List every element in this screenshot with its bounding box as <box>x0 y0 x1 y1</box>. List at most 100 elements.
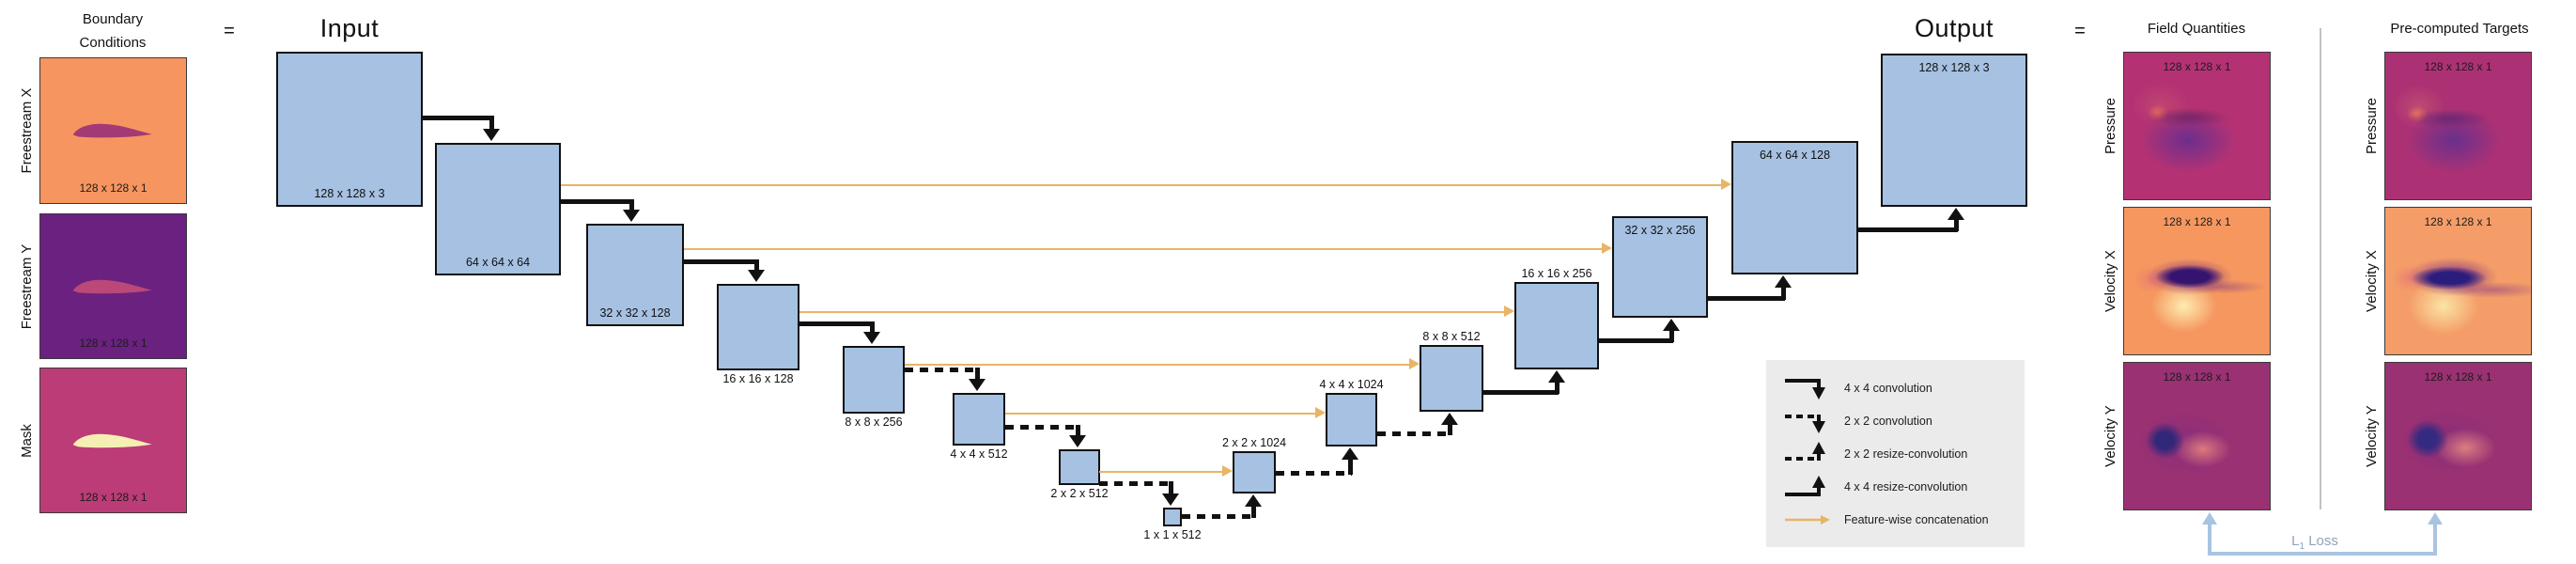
block-encoder-32x32x128: 32 x 32 x 128 <box>586 224 684 326</box>
block-encoder-64x64x64: 64 x 64 x 64 <box>435 143 561 275</box>
loss-arrow-left-head-icon <box>2202 512 2217 525</box>
freestream-y-image: 128 x 128 x 1 <box>39 213 187 359</box>
image-size-label: 128 x 128 x 1 <box>79 181 147 195</box>
block-size-label: 128 x 128 x 3 <box>314 187 385 200</box>
airfoil-shape-icon <box>72 279 152 294</box>
resize-conv-2x2-arrow-hseg <box>1377 431 1451 436</box>
target-velocity-y-image: 128 x 128 x 1 <box>2384 362 2532 510</box>
conv-2x2-arrow-hseg <box>1005 425 1079 430</box>
conv-4x4-arrow-hseg <box>799 321 874 326</box>
block-decoder-2x2x1024: 2 x 2 x 1024 <box>1222 436 1286 494</box>
block-size-label: 8 x 8 x 512 <box>1422 330 1481 343</box>
conv-2x2-arrow-hseg <box>1099 481 1172 486</box>
freestream-y-label: Freestream Y <box>19 243 35 330</box>
legend-label: 2 x 2 resize-convolution <box>1844 446 1968 461</box>
dashed-up-arrow-icon <box>1785 441 1825 461</box>
velocity-x-label: Velocity X <box>2103 250 2118 312</box>
block-size-label: 32 x 32 x 128 <box>599 306 671 320</box>
image-size-label: 128 x 128 x 1 <box>2424 60 2492 73</box>
block-size-label: 2 x 2 x 1024 <box>1221 436 1287 449</box>
conv-4x4-arrow-head-icon <box>748 270 765 282</box>
block-bottleneck-1x1x512: 1 x 1 x 512 <box>1143 508 1202 541</box>
resize-conv-4x4-arrow-vseg <box>1954 219 1959 231</box>
legend-box: 4 x 4 convolution 2 x 2 convolution 2 x … <box>1766 360 2025 547</box>
skip-connection-head-icon <box>1504 306 1514 317</box>
conv-4x4-arrow-vseg <box>629 199 634 211</box>
pressure-label: Pressure <box>2103 97 2118 155</box>
conv-2x2-arrow-head-icon <box>1069 435 1086 447</box>
target-pressure-image: 128 x 128 x 1 <box>2384 52 2532 200</box>
block-encoder-16x16x128: 16 x 16 x 128 <box>717 284 799 385</box>
resize-conv-4x4-arrow-vseg <box>1669 330 1674 342</box>
block-input-128x128x3: 128 x 128 x 3 <box>276 52 423 207</box>
resize-conv-4x4-arrow-hseg <box>1708 296 1785 301</box>
conv-4x4-arrow-vseg <box>754 259 759 271</box>
resize-conv-2x2-arrow-vseg <box>1448 424 1452 435</box>
legend-label: 2 x 2 convolution <box>1844 414 1932 428</box>
block-size-label: 1 x 1 x 512 <box>1143 528 1202 541</box>
image-size-label: 128 x 128 x 1 <box>79 337 147 350</box>
resize-conv-4x4-arrow-hseg <box>1858 227 1958 232</box>
skip-connection-head-icon <box>1315 407 1326 418</box>
field-velocity-y-image: 128 x 128 x 1 <box>2123 362 2271 510</box>
block-size-label: 16 x 16 x 256 <box>1521 267 1592 280</box>
legend-label: 4 x 4 resize-convolution <box>1844 479 1968 494</box>
image-size-label: 128 x 128 x 1 <box>2424 370 2492 384</box>
block-output-128x128x3: 128 x 128 x 3 <box>1881 54 2027 207</box>
airfoil-shape-icon <box>72 124 152 138</box>
block-size-label: 4 x 4 x 512 <box>950 447 1008 461</box>
conv-2x2-arrow-vseg <box>1076 425 1080 436</box>
legend-row: Feature-wise concatenation <box>1783 508 2025 532</box>
l1-loss-label: L1 Loss <box>2291 533 2338 552</box>
legend-row: 4 x 4 convolution <box>1783 376 2025 400</box>
image-size-label: 128 x 128 x 1 <box>2163 60 2231 73</box>
resize-conv-4x4-arrow-head-icon <box>1948 208 1964 220</box>
solid-up-elbow-arrow-icon <box>1785 475 1825 496</box>
resize-conv-4x4-arrow-head-icon <box>1775 275 1792 288</box>
image-size-label: 128 x 128 x 1 <box>2163 370 2231 384</box>
boundary-conditions-title-line2: Conditions <box>79 35 147 51</box>
conv-4x4-arrow-head-icon <box>623 210 640 222</box>
resize-conv-4x4-arrow-vseg <box>1555 382 1560 394</box>
field-pressure-image: 128 x 128 x 1 <box>2123 52 2271 200</box>
dashed-down-arrow-icon <box>1785 414 1825 433</box>
image-size-label: 128 x 128 x 1 <box>2163 215 2231 228</box>
skip-connection-head-icon <box>1409 358 1420 369</box>
block-decoder-4x4x1024: 4 x 4 x 1024 <box>1319 378 1384 446</box>
skip-connection-line <box>561 184 1722 187</box>
mask-image: 128 x 128 x 1 <box>39 368 187 513</box>
conv-4x4-arrow-hseg <box>684 259 758 264</box>
resize-conv-2x2-arrow-vseg <box>1251 506 1256 518</box>
conv-4x4-arrow-vseg <box>489 116 494 130</box>
block-size-label: 16 x 16 x 128 <box>722 372 794 385</box>
precomputed-targets-title: Pre-computed Targets <box>2390 21 2529 37</box>
resize-conv-2x2-arrow-head-icon <box>1245 494 1262 507</box>
conv-4x4-arrow-vseg <box>870 321 875 333</box>
resize-conv-2x2-arrow-vseg <box>1348 459 1353 475</box>
legend-row: 2 x 2 resize-convolution <box>1783 441 2025 466</box>
skip-connection-line <box>1099 471 1223 474</box>
boundary-conditions-title-line1: Boundary <box>82 11 144 27</box>
block-size-label: 64 x 64 x 128 <box>1759 149 1831 162</box>
resize-conv-4x4-arrow-vseg <box>1781 287 1786 300</box>
loss-arrow-left-stem <box>2208 524 2211 555</box>
block-encoder-8x8x256: 8 x 8 x 256 <box>843 346 905 429</box>
velocity-y-label: Velocity Y <box>2103 405 2118 467</box>
field-quantities-title: Field Quantities <box>2147 21 2246 37</box>
freestream-x-image: 128 x 128 x 1 <box>39 57 187 204</box>
block-size-label: 8 x 8 x 256 <box>845 415 903 429</box>
block-decoder-64x64x128: 64 x 64 x 128 <box>1731 136 1858 274</box>
resize-conv-2x2-arrow-hseg <box>1276 471 1352 476</box>
conv-4x4-arrow-hseg <box>561 199 633 204</box>
block-decoder-16x16x256: 16 x 16 x 256 <box>1514 267 1599 369</box>
block-size-label: 4 x 4 x 1024 <box>1319 378 1384 391</box>
freestream-x-label: Freestream X <box>19 87 35 174</box>
resize-conv-4x4-arrow-hseg <box>1599 338 1673 343</box>
skip-connection-line <box>905 364 1410 367</box>
legend-row: 2 x 2 convolution <box>1783 409 2025 433</box>
conv-4x4-arrow-head-icon <box>483 129 500 141</box>
output-title: Output <box>1914 14 1994 42</box>
equals-sign-right: = <box>2074 21 2086 41</box>
resize-conv-2x2-arrow-hseg <box>1182 514 1255 519</box>
conv-2x2-arrow-head-icon <box>969 379 985 391</box>
